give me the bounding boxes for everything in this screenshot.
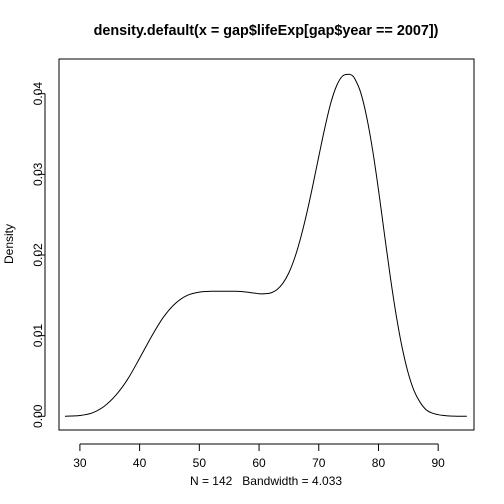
y-axis: 0.00 0.01 0.02 0.03 0.04 — [31, 82, 46, 428]
x-tick-label: 60 — [252, 456, 266, 470]
y-tick-label: 0.02 — [31, 243, 45, 267]
x-tick-label: 70 — [312, 456, 326, 470]
x-axis-label: N = 142 Bandwidth = 4.033 — [190, 474, 342, 488]
y-tick-label: 0.01 — [31, 324, 45, 348]
density-curve — [64, 73, 467, 417]
x-tick-label: 40 — [133, 456, 147, 470]
y-tick-label: 0.04 — [31, 82, 45, 106]
x-tick-label: 50 — [193, 456, 207, 470]
plot-frame — [58, 58, 475, 431]
x-tick-label: 90 — [431, 456, 445, 470]
x-tick-label: 80 — [372, 456, 386, 470]
y-tick-label: 0.03 — [31, 162, 45, 186]
chart-title: density.default(x = gap$lifeExp[gap$year… — [94, 23, 439, 39]
x-tick-label: 30 — [73, 456, 87, 470]
x-axis: 30 40 50 60 70 80 90 — [73, 443, 445, 470]
y-axis-label: Density — [2, 224, 16, 264]
y-tick-label: 0.00 — [31, 404, 45, 428]
